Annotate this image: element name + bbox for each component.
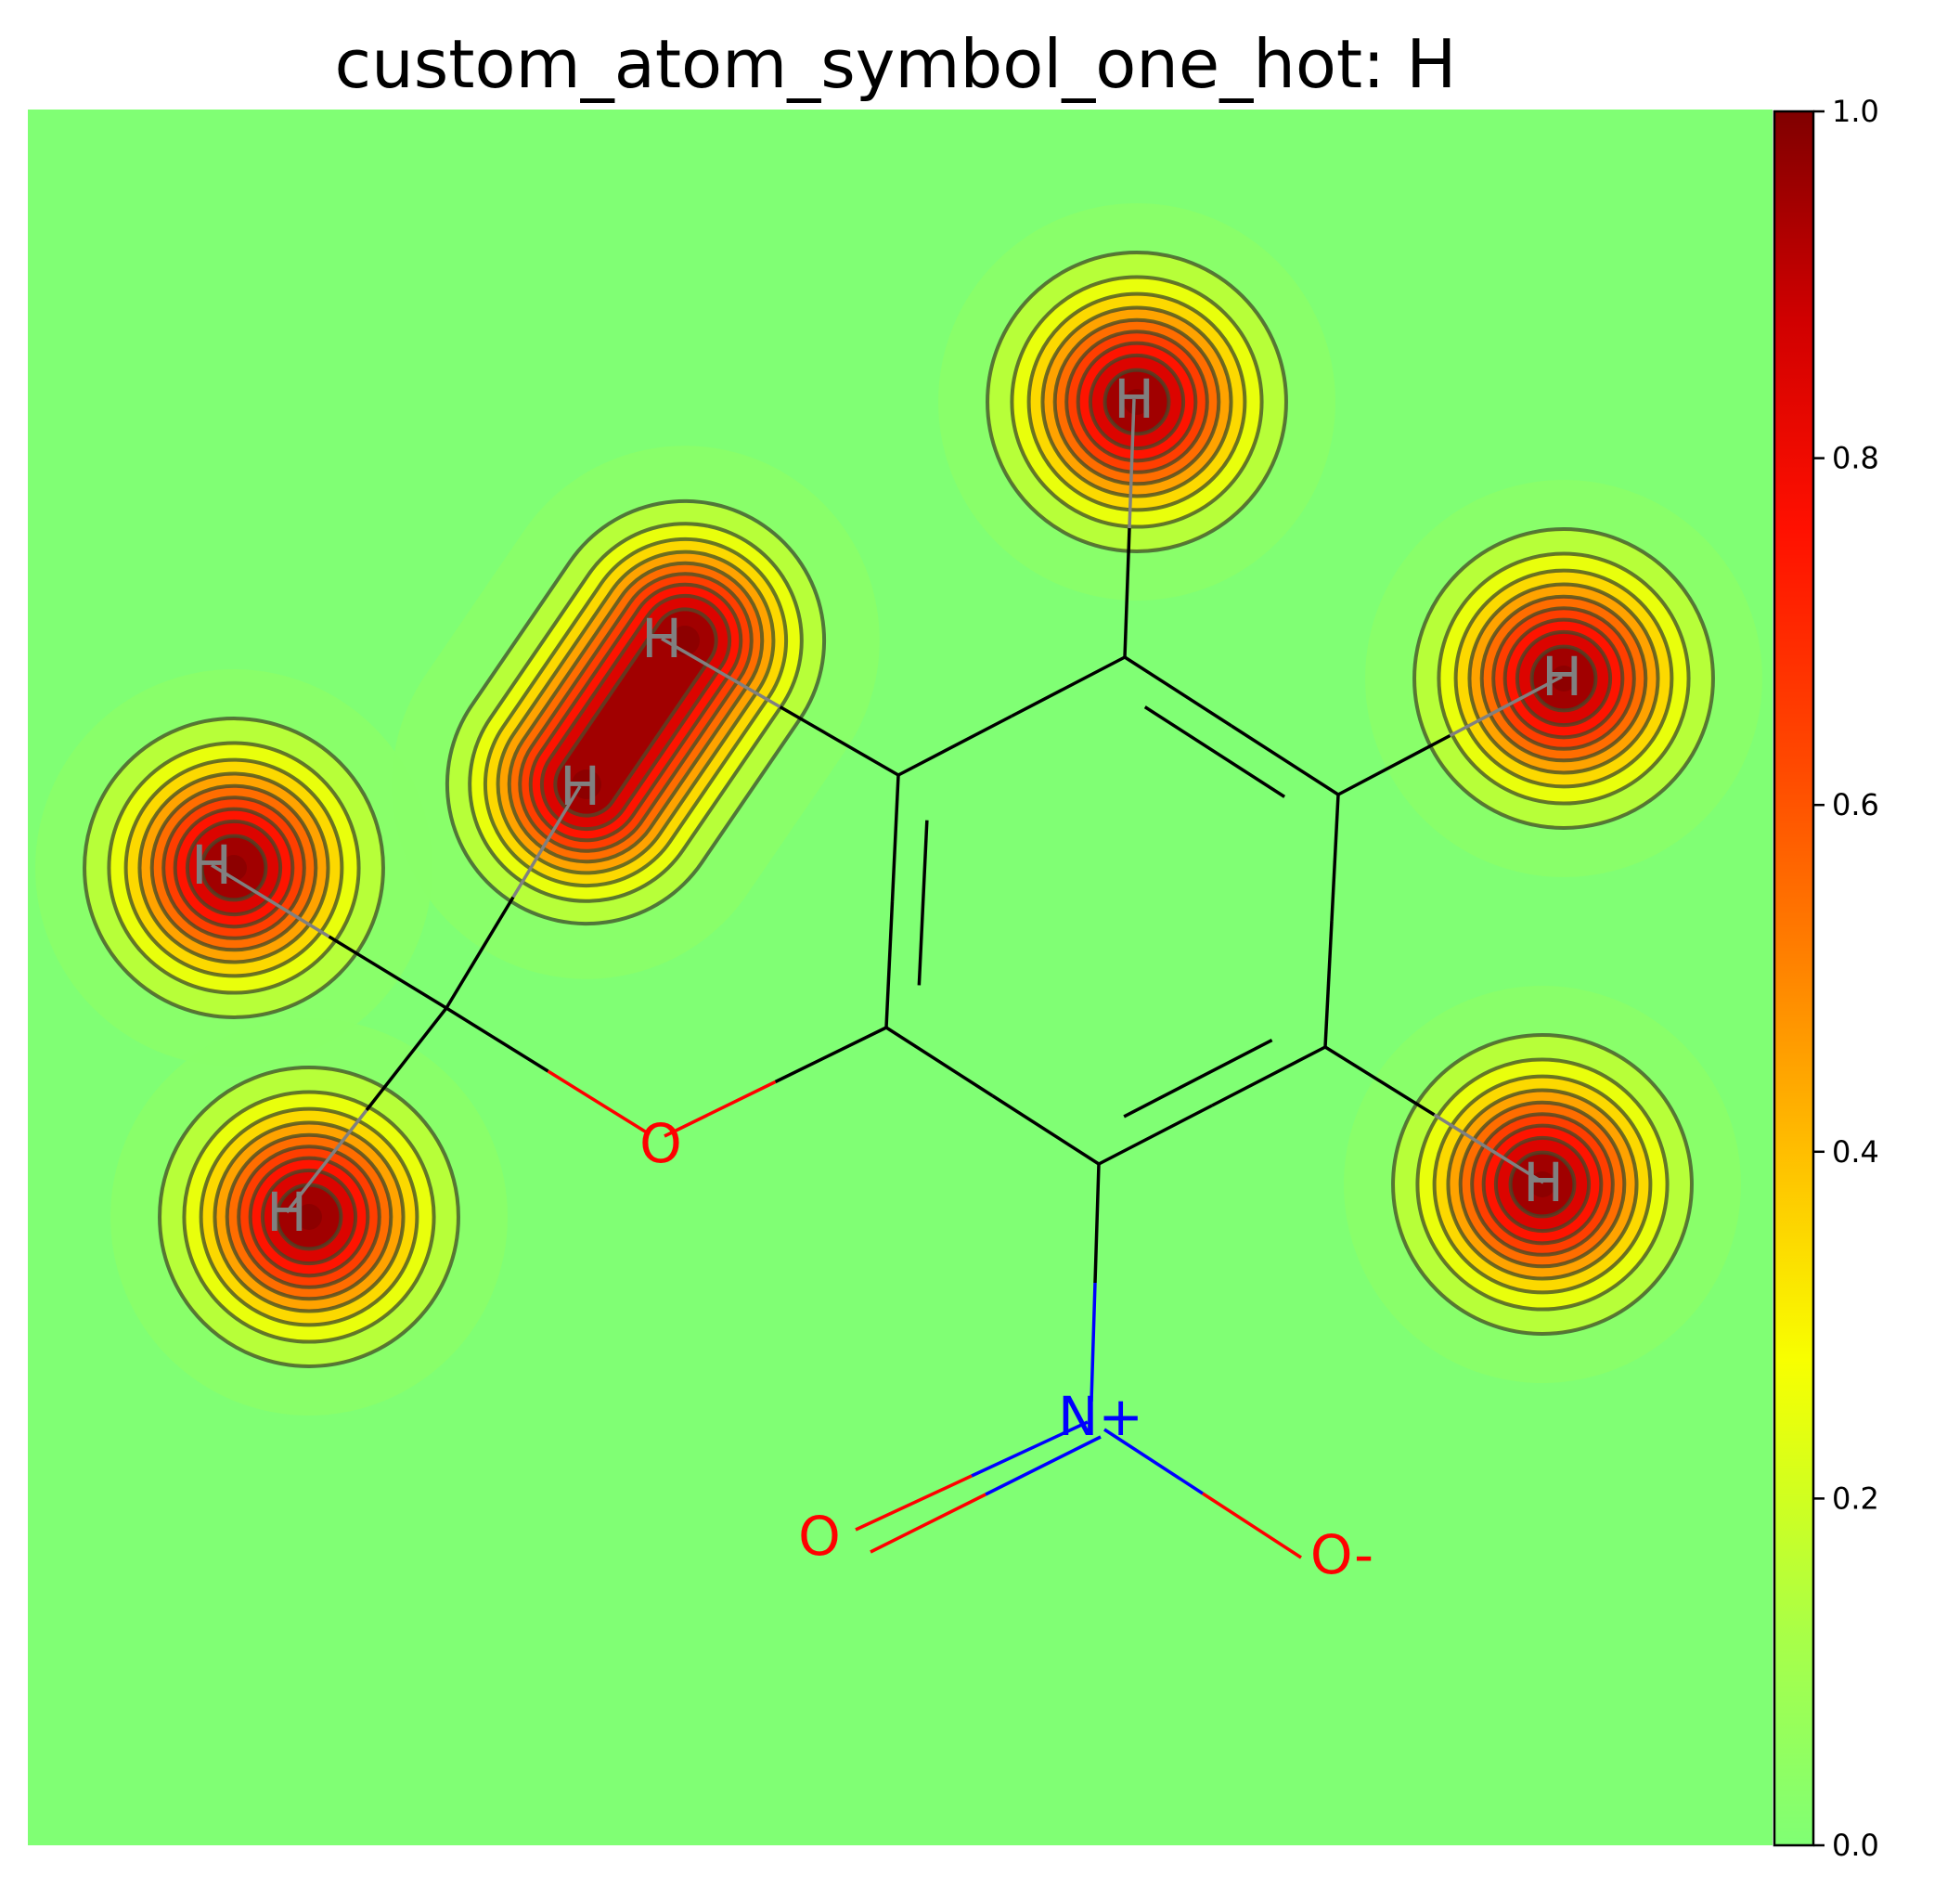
colorbar-tick-label: 0.8: [1832, 441, 1879, 476]
ring-bond: [1098, 1104, 1213, 1166]
colorbar-tick-label: 1.0: [1832, 94, 1879, 129]
ring-bond: [1124, 655, 1232, 728]
c-h-bond: [365, 1006, 448, 1112]
heat-blob: [110, 1018, 508, 1416]
ring-bond: [897, 714, 1012, 777]
c-h-bond: [445, 896, 515, 1009]
ring-bond: [1211, 1045, 1326, 1107]
c-h-bond: [511, 785, 582, 899]
colorbar-gradient: [1773, 110, 1815, 1847]
ring-bond: [890, 774, 900, 902]
o-c-bond: [547, 1069, 651, 1136]
c-h-bond: [1324, 1045, 1436, 1117]
c-h-bond: [661, 637, 781, 709]
molecule-bonds: [211, 398, 1563, 1559]
ring-bond: [1231, 724, 1339, 796]
colorbar-ticks: 0.0 0.2 0.4 0.6 0.8 1.0: [1813, 94, 1879, 1863]
c-h-bond: [1337, 733, 1451, 796]
heatmap-area: H H H H H H H O N+ O O-: [28, 110, 1773, 1845]
atom-label-h: H: [560, 755, 600, 818]
ring-bond: [1330, 794, 1340, 922]
n-o-bond: [1103, 1428, 1204, 1495]
n-o-double-bond: [985, 1435, 1102, 1496]
c-n-bond: [1093, 1163, 1101, 1284]
colorbar-tick-label: 0.6: [1832, 787, 1879, 822]
heat-contours: [35, 203, 1762, 1416]
ring-bond: [885, 1026, 994, 1097]
c-h-bond: [1433, 1113, 1544, 1184]
aromatic-inner-bond: [1143, 705, 1286, 798]
c-h-bond: [285, 1108, 368, 1214]
aromatic-inner-bond: [917, 820, 929, 986]
c-n-bond: [1090, 1282, 1097, 1403]
aromatic-inner-bond: [1123, 1039, 1273, 1119]
o-c-bond: [445, 1006, 549, 1073]
heat-blob: [35, 669, 432, 1067]
c-h-bond: [1123, 527, 1131, 658]
atom-label-h: H: [1523, 1151, 1564, 1214]
ring-bond: [1011, 655, 1126, 718]
ring-bond: [991, 1094, 1100, 1166]
colorbar: 0.0 0.2 0.4 0.6 0.8 1.0: [1773, 94, 1879, 1863]
atom-label-h: H: [191, 834, 232, 897]
colorbar-tick-label: 0.4: [1832, 1134, 1879, 1170]
ring-bond: [1323, 920, 1334, 1048]
atom-label-o-minus: O-: [1310, 1523, 1373, 1586]
atom-label-h: H: [641, 607, 682, 670]
c-h-bond: [211, 863, 330, 938]
n-o-double-bond: [971, 1420, 1089, 1478]
heat-blob: [938, 203, 1335, 601]
heat-blob-merged: [392, 446, 880, 979]
molecule-atoms: H H H H H H H O N+ O O-: [191, 368, 1582, 1586]
atom-label-n-plus: N+: [1058, 1385, 1143, 1448]
heat-blob: [1365, 480, 1762, 877]
c-h-bond: [1128, 398, 1136, 529]
atom-label-o: O: [798, 1505, 841, 1568]
colorbar-tick-label: 0.0: [1832, 1828, 1879, 1863]
atom-label-o: O: [639, 1112, 682, 1175]
n-o-double-bond: [855, 1474, 973, 1532]
atom-label-h: H: [1541, 645, 1582, 708]
chart-title: custom_atom_symbol_one_hot: H: [335, 25, 1457, 103]
n-o-bond: [1202, 1492, 1302, 1559]
c-h-bond: [328, 935, 447, 1010]
c-h-bond: [779, 705, 899, 777]
c-o-bond: [664, 1080, 777, 1138]
atom-label-h: H: [266, 1181, 307, 1244]
ring-bond: [884, 900, 895, 1028]
heat-blob: [1344, 986, 1741, 1383]
colorbar-tick-label: 0.2: [1832, 1481, 1879, 1516]
c-o-bond: [774, 1026, 887, 1084]
c-h-bond: [1449, 675, 1563, 738]
atom-label-h: H: [1114, 368, 1154, 431]
n-o-double-bond: [870, 1493, 986, 1554]
